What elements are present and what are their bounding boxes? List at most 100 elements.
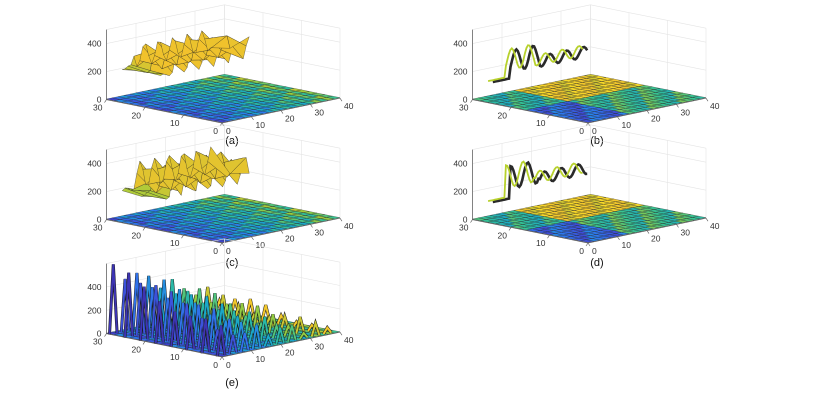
x-tickmark bbox=[646, 110, 650, 114]
y-tickmark bbox=[508, 107, 512, 111]
spike bbox=[154, 301, 165, 344]
surface-cell bbox=[218, 194, 233, 198]
y-tick-label: 10 bbox=[536, 118, 546, 128]
y-tick-label: 30 bbox=[93, 103, 103, 113]
x-tickmark bbox=[339, 98, 343, 102]
y-tick-label: 0 bbox=[213, 360, 218, 370]
y-tick-label: 0 bbox=[579, 126, 584, 136]
caption-b: (b) bbox=[590, 135, 603, 147]
x-tick-label: 30 bbox=[681, 227, 691, 237]
x-tickmark bbox=[280, 230, 284, 234]
curve-line bbox=[487, 160, 583, 202]
x-tick-label: 20 bbox=[651, 114, 661, 124]
z-tick-label: 200 bbox=[87, 187, 101, 197]
x-tickmark bbox=[251, 116, 254, 120]
z-tick-label: 0 bbox=[97, 95, 102, 105]
y-tick-label: 0 bbox=[213, 126, 218, 136]
y-tickmark bbox=[219, 356, 223, 361]
surface-floor bbox=[472, 74, 707, 123]
surface-floor bbox=[106, 74, 341, 123]
z-tick-label: 200 bbox=[453, 67, 467, 77]
spike bbox=[252, 305, 263, 330]
grid-line bbox=[590, 46, 707, 71]
x-tick-label: 0 bbox=[592, 246, 597, 256]
surface-feature bbox=[122, 30, 250, 76]
surface-feature bbox=[108, 264, 333, 357]
x-tick-label: 10 bbox=[256, 120, 266, 130]
curve-shadow bbox=[492, 160, 588, 204]
y-tick-label: 20 bbox=[498, 230, 508, 240]
x-tick-label: 20 bbox=[285, 348, 295, 358]
spike bbox=[108, 264, 119, 335]
spike bbox=[185, 315, 196, 351]
y-tickmark bbox=[547, 235, 550, 239]
ribbon-cell bbox=[207, 35, 231, 51]
y-tickmark bbox=[142, 227, 146, 231]
y-tick-label: 30 bbox=[93, 337, 103, 347]
z-tick-label: 200 bbox=[87, 305, 101, 315]
grid-line bbox=[106, 4, 225, 30]
x-tick-label: 0 bbox=[226, 246, 231, 256]
x-tickmark bbox=[587, 242, 591, 247]
y-axis-line bbox=[472, 219, 589, 244]
x-tickmark bbox=[617, 236, 620, 240]
x-tick-label: 40 bbox=[344, 221, 354, 231]
z-tick-label: 400 bbox=[87, 282, 101, 292]
y-tickmark bbox=[470, 99, 473, 103]
grid-line bbox=[106, 238, 225, 264]
spike bbox=[123, 272, 134, 338]
grid-line bbox=[590, 4, 707, 29]
x-tickmark bbox=[251, 350, 254, 354]
x-tickmark bbox=[617, 116, 620, 120]
x-tickmark bbox=[676, 104, 679, 108]
spike bbox=[263, 333, 274, 347]
spike bbox=[260, 304, 271, 322]
grid-line bbox=[106, 124, 225, 150]
grid-line bbox=[472, 4, 591, 30]
surface-feature bbox=[121, 146, 250, 200]
z-tick-label: 400 bbox=[453, 39, 467, 49]
x-tick-label: 10 bbox=[622, 120, 632, 130]
y-tickmark bbox=[181, 349, 184, 353]
y-tickmark bbox=[508, 227, 512, 231]
x-tickmark bbox=[310, 224, 313, 228]
y-tickmark bbox=[104, 99, 107, 103]
surface-cell bbox=[584, 194, 599, 198]
ribbon-cell bbox=[207, 146, 231, 178]
y-tickmark bbox=[104, 333, 107, 337]
y-tickmark bbox=[181, 115, 184, 119]
y-tickmark bbox=[219, 242, 223, 247]
x-tick-label: 0 bbox=[592, 126, 597, 136]
y-tick-label: 30 bbox=[459, 103, 469, 113]
x-tick-label: 20 bbox=[285, 234, 295, 244]
spike bbox=[299, 331, 309, 340]
x-tick-label: 10 bbox=[256, 354, 266, 364]
grid-line bbox=[224, 261, 341, 286]
x-tickmark bbox=[221, 242, 225, 247]
surface-floor bbox=[106, 194, 341, 243]
y-axis-line bbox=[106, 333, 223, 358]
surface-feature bbox=[487, 44, 589, 84]
y-tickmark bbox=[547, 115, 550, 119]
x-tick-label: 20 bbox=[651, 234, 661, 244]
caption-c: (c) bbox=[226, 257, 239, 269]
y-tick-label: 0 bbox=[213, 246, 218, 256]
grid-line bbox=[224, 4, 341, 29]
x-tickmark bbox=[587, 122, 591, 127]
grid-line bbox=[590, 18, 707, 43]
spike bbox=[259, 316, 270, 342]
grid-line bbox=[590, 166, 707, 191]
x-tick-label: 20 bbox=[285, 114, 295, 124]
x-tick-label: 40 bbox=[710, 221, 720, 231]
spike bbox=[287, 325, 297, 342]
x-tickmark bbox=[310, 104, 313, 108]
y-tick-label: 10 bbox=[170, 118, 180, 128]
spike bbox=[275, 327, 285, 345]
x-tick-label: 30 bbox=[315, 227, 325, 237]
spike bbox=[310, 319, 321, 337]
